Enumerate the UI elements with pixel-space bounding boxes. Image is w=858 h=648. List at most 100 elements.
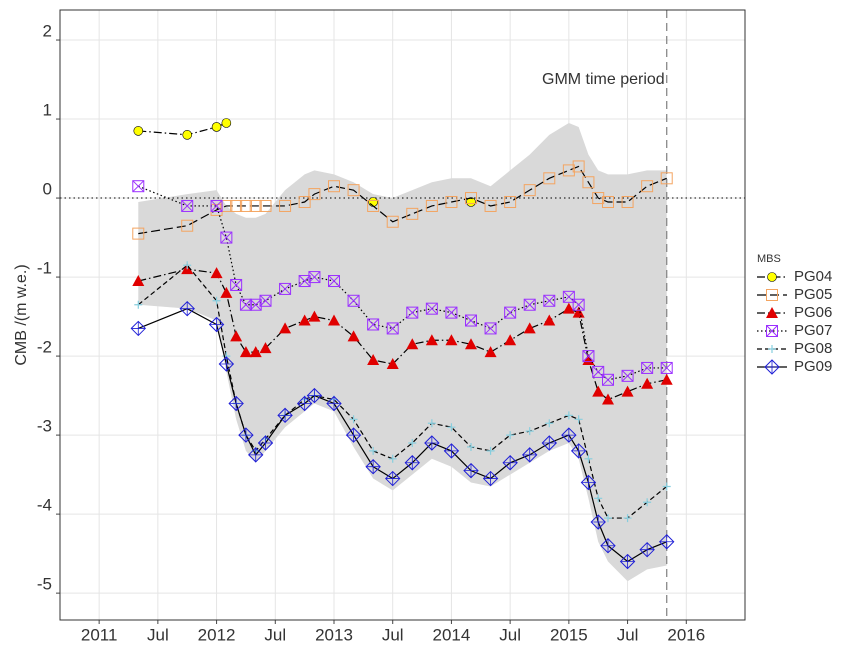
marker — [523, 184, 536, 197]
marker-part — [768, 345, 776, 353]
marker-part — [328, 275, 340, 288]
marker — [641, 180, 654, 193]
marker-part — [212, 296, 221, 305]
marker-part — [486, 446, 495, 455]
marker — [641, 361, 654, 374]
marker — [766, 307, 778, 318]
marker — [367, 199, 380, 212]
marker — [230, 199, 243, 212]
marker — [580, 474, 597, 491]
marker — [239, 346, 252, 358]
marker — [365, 459, 381, 475]
marker — [445, 196, 458, 209]
marker — [561, 427, 577, 443]
marker-part — [239, 199, 252, 212]
marker — [543, 294, 556, 307]
marker — [502, 455, 518, 471]
marker — [249, 199, 262, 212]
marker-part — [238, 427, 254, 443]
marker — [484, 322, 497, 335]
marker-part — [660, 172, 673, 185]
marker-part — [572, 298, 585, 311]
marker — [594, 494, 603, 503]
marker-part — [240, 298, 252, 311]
marker — [328, 275, 340, 288]
marker — [220, 199, 233, 212]
y-axis-label: CMB /(m w.e.) — [13, 264, 30, 365]
marker — [367, 318, 380, 331]
marker-part — [279, 282, 292, 295]
marker — [427, 419, 436, 428]
marker — [506, 431, 515, 440]
marker-part — [427, 419, 436, 428]
marker — [212, 296, 221, 305]
marker-part — [279, 322, 292, 334]
x-tick-label: Jul — [264, 625, 286, 644]
marker — [619, 553, 636, 570]
marker-part — [620, 554, 635, 569]
marker-part — [298, 314, 311, 326]
marker — [181, 219, 194, 232]
marker-part — [563, 290, 575, 303]
marker-part — [220, 286, 233, 298]
marker — [582, 176, 595, 189]
marker-part — [308, 310, 321, 322]
marker — [210, 199, 223, 212]
marker-part — [582, 176, 595, 189]
marker-part — [259, 294, 272, 307]
marker-part — [279, 283, 291, 295]
marker-part — [592, 365, 605, 378]
marker — [308, 310, 321, 322]
marker — [465, 192, 477, 205]
marker-part — [582, 350, 595, 363]
marker — [408, 439, 417, 448]
marker — [385, 470, 401, 487]
marker-part — [766, 289, 778, 301]
marker-part — [766, 325, 778, 337]
marker-part — [484, 199, 497, 212]
marker-part — [210, 267, 223, 279]
marker-part — [131, 321, 146, 336]
marker-part — [306, 387, 323, 404]
marker-part — [445, 196, 458, 209]
marker — [484, 199, 497, 212]
marker-part — [447, 423, 456, 432]
marker-part — [386, 215, 399, 228]
marker-part — [621, 196, 634, 209]
marker — [562, 164, 575, 177]
marker — [522, 447, 538, 463]
marker-part — [297, 396, 312, 411]
legend-entry: PG04 — [757, 268, 832, 285]
marker-part — [230, 278, 243, 291]
marker-part — [523, 298, 536, 311]
marker-part — [602, 393, 614, 405]
marker-part — [465, 338, 477, 350]
marker — [482, 470, 499, 487]
marker-part — [366, 459, 381, 474]
marker-part — [562, 290, 575, 303]
marker — [525, 427, 534, 436]
marker — [572, 298, 585, 311]
marker — [182, 130, 193, 140]
marker — [523, 322, 536, 334]
marker-part — [259, 294, 272, 307]
marker-part — [230, 199, 243, 212]
y-tick-label: 0 — [43, 180, 52, 199]
marker-part — [426, 302, 438, 315]
marker-part — [504, 196, 517, 209]
marker-part — [406, 207, 419, 220]
marker-part — [386, 322, 399, 335]
marker — [259, 294, 272, 307]
marker-part — [424, 436, 439, 451]
marker — [221, 118, 232, 128]
marker — [406, 306, 419, 319]
marker — [504, 306, 517, 319]
marker-part — [659, 534, 675, 550]
marker — [296, 395, 313, 412]
marker-part — [248, 447, 263, 462]
marker — [445, 334, 458, 346]
marker — [562, 302, 575, 314]
marker-part — [522, 447, 537, 462]
marker — [545, 419, 554, 428]
marker-part — [572, 160, 585, 173]
